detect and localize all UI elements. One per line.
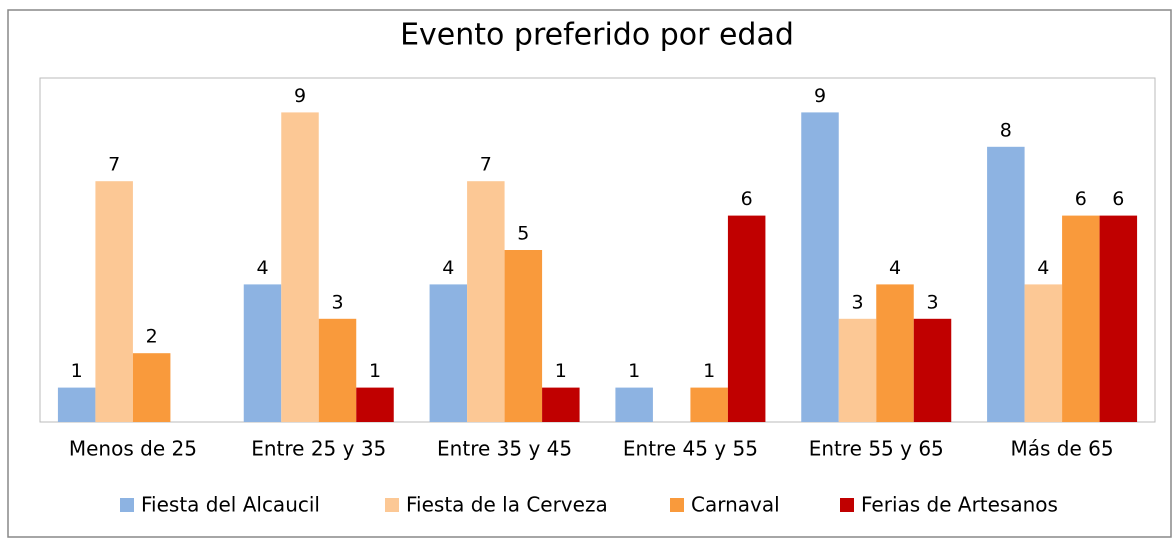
bar — [132, 353, 171, 422]
legend-swatch — [840, 498, 854, 512]
bar — [987, 146, 1025, 423]
value-label: 1 — [628, 360, 640, 382]
value-label: 4 — [889, 257, 901, 279]
value-label: 4 — [256, 257, 268, 279]
value-label: 6 — [1075, 188, 1087, 210]
legend-swatch — [120, 498, 134, 512]
value-label: 3 — [851, 291, 863, 313]
bar — [690, 387, 728, 422]
value-label: 1 — [703, 360, 715, 382]
legend-swatch — [670, 498, 684, 512]
value-label: 8 — [1000, 119, 1012, 141]
value-label: 1 — [71, 360, 83, 382]
value-label: 6 — [1112, 188, 1124, 210]
value-label: 1 — [555, 360, 567, 382]
bar — [1099, 215, 1138, 422]
bar — [281, 112, 319, 423]
value-label: 9 — [294, 85, 306, 107]
legend-swatch — [385, 498, 399, 512]
bar — [429, 284, 468, 422]
bar — [57, 387, 96, 422]
bar — [467, 181, 505, 422]
chart-title: Evento preferido por edad — [400, 18, 794, 53]
bar — [913, 318, 952, 422]
bar — [318, 318, 357, 422]
legend-label: Fiesta del Alcaucil — [141, 493, 320, 517]
legend-label: Carnaval — [691, 493, 780, 517]
value-label: 3 — [331, 291, 343, 313]
bar — [243, 284, 282, 422]
x-tick-label: Entre 45 y 55 — [623, 437, 758, 461]
plot-area — [39, 77, 1156, 423]
value-label: 9 — [814, 85, 826, 107]
bar — [876, 284, 914, 422]
x-tick-label: Menos de 25 — [69, 437, 197, 461]
value-label: 1 — [369, 360, 381, 382]
bar — [504, 250, 543, 422]
value-label: 7 — [480, 154, 492, 176]
value-label: 6 — [741, 188, 753, 210]
legend-label: Ferias de Artesanos — [861, 493, 1058, 517]
x-tick-label: Más de 65 — [1011, 437, 1114, 461]
value-label: 4 — [1037, 257, 1049, 279]
value-label: 7 — [108, 154, 120, 176]
bar — [801, 112, 839, 423]
value-label: 2 — [146, 326, 158, 348]
bar — [615, 387, 653, 422]
value-label: 3 — [926, 291, 938, 313]
value-label: 4 — [442, 257, 454, 279]
bar — [95, 181, 133, 422]
bar — [838, 318, 877, 422]
bar — [542, 387, 580, 422]
value-label: 5 — [517, 223, 529, 245]
x-tick-label: Entre 25 y 35 — [251, 437, 386, 461]
bar — [356, 387, 394, 422]
bar — [1062, 215, 1100, 422]
x-tick-label: Entre 35 y 45 — [437, 437, 572, 461]
bar — [1024, 284, 1063, 422]
x-tick-label: Entre 55 y 65 — [809, 437, 944, 461]
legend-label: Fiesta de la Cerveza — [406, 493, 608, 517]
bar — [727, 215, 766, 422]
